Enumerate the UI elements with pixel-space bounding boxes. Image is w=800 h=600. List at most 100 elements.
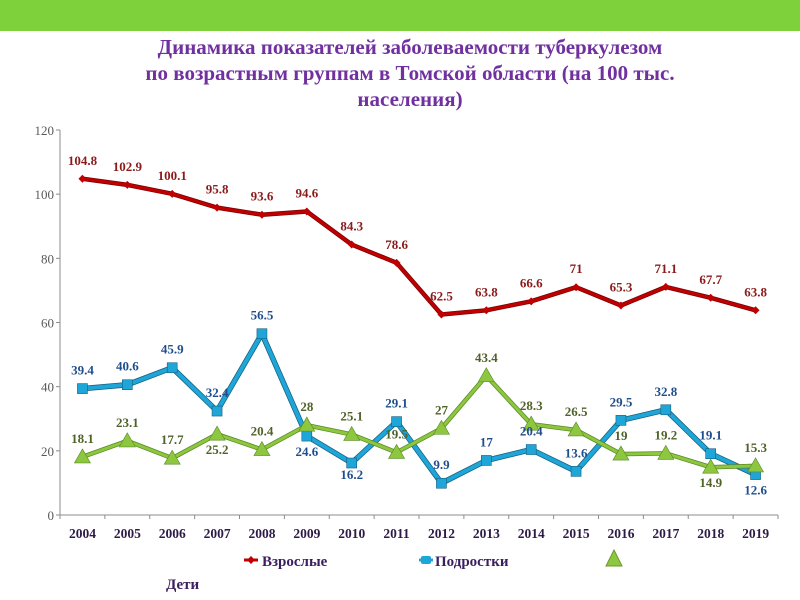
series-lines	[81, 176, 757, 486]
y-tick-label: 100	[35, 187, 55, 202]
data-label-adults: 102.9	[113, 159, 143, 174]
data-label-teens: 17	[480, 434, 494, 449]
data-point-children	[163, 449, 181, 465]
data-label-teens: 24.6	[295, 444, 318, 459]
data-label-adults: 95.8	[206, 182, 229, 197]
y-tick-label: 80	[41, 251, 54, 266]
data-point-children	[73, 448, 91, 464]
x-tick-label: 2008	[248, 526, 275, 541]
data-label-teens: 9.9	[433, 457, 450, 472]
data-label-children: 28	[300, 399, 314, 414]
data-point-children	[612, 445, 630, 461]
data-label-teens: 39.4	[71, 363, 94, 378]
data-label-teens: 20.4	[520, 424, 543, 439]
data-label-adults: 63.8	[475, 284, 498, 299]
data-label-children: 19	[614, 428, 628, 443]
data-point-teens	[301, 430, 313, 442]
y-tick-label: 20	[41, 444, 54, 459]
data-point-children	[477, 367, 495, 383]
data-point-adults	[257, 210, 266, 219]
data-label-children: 17.7	[161, 432, 184, 447]
x-tick-label: 2017	[652, 526, 679, 541]
data-point-adults	[123, 180, 132, 189]
title-line-1: Динамика показателей заболеваемости тубе…	[157, 35, 663, 59]
data-point-children	[747, 457, 765, 473]
title-line-3: населения)	[357, 87, 463, 111]
data-label-teens: 29.1	[385, 396, 408, 411]
data-point-adults	[661, 282, 670, 291]
data-label-children: 20.4	[251, 424, 274, 439]
x-tick-label: 2011	[383, 526, 410, 541]
legend-teens-label: Подростки	[435, 554, 509, 570]
data-point-teens	[481, 455, 492, 466]
series-line-children	[81, 374, 756, 469]
data-label-adults: 84.3	[340, 219, 363, 234]
data-point-teens	[391, 416, 402, 427]
data-label-adults: 71.1	[654, 261, 677, 276]
data-point-adults	[706, 293, 715, 302]
data-label-adults: 93.6	[251, 189, 274, 204]
data-label-teens: 45.9	[161, 342, 184, 357]
data-point-children	[343, 425, 361, 441]
data-point-teens	[166, 362, 178, 374]
x-tick-label: 2018	[697, 526, 724, 541]
legend: Взрослые Подростки Дети	[166, 548, 623, 593]
data-label-adults: 78.6	[385, 237, 408, 252]
legend-item-teens: Подростки	[419, 554, 509, 570]
data-label-children: 27	[435, 402, 449, 417]
data-label-adults: 62.5	[430, 288, 453, 303]
x-tick-label: 2004	[69, 526, 96, 541]
data-point-adults	[527, 297, 536, 306]
data-label-children: 25.2	[206, 442, 229, 457]
data-point-children	[253, 440, 271, 456]
data-label-children: 18.1	[71, 431, 94, 446]
data-label-children: 23.1	[116, 415, 139, 430]
data-label-teens: 13.6	[565, 445, 588, 460]
data-point-children	[118, 432, 136, 448]
data-point-children	[432, 419, 450, 435]
data-label-adults: 65.3	[610, 279, 633, 294]
data-label-teens: 16.2	[340, 467, 363, 482]
data-label-adults: 67.7	[699, 272, 722, 287]
data-label-adults: 104.8	[68, 153, 98, 168]
data-point-children	[522, 415, 540, 431]
x-tick-label: 2015	[563, 526, 590, 541]
x-tick-label: 2009	[293, 526, 320, 541]
data-point-teens	[660, 404, 672, 416]
data-point-adults	[616, 301, 625, 310]
y-tick-label: 40	[41, 380, 54, 395]
data-label-children: 14.9	[699, 475, 722, 490]
data-point-adults	[78, 174, 87, 183]
data-label-children: 19.5	[385, 426, 408, 441]
data-point-adults	[437, 310, 446, 319]
data-point-teens	[525, 444, 537, 455]
data-label-teens: 32.4	[206, 385, 229, 400]
data-point-adults	[572, 283, 581, 292]
series-line-outline-adults	[82, 176, 757, 317]
legend-triangle-icon	[605, 548, 623, 567]
data-point-teens	[77, 383, 88, 394]
data-label-children: 25.1	[340, 408, 363, 423]
x-tick-label: 2005	[114, 526, 141, 541]
data-point-children	[298, 416, 316, 432]
series-line-teens	[82, 331, 757, 486]
legend-children-label: Дети	[166, 577, 200, 593]
legend-square-icon	[421, 556, 431, 564]
legend-adults-label: Взрослые	[262, 554, 328, 570]
chart-title: Динамика показателей заболеваемости тубе…	[60, 34, 760, 112]
data-point-adults	[168, 189, 177, 198]
data-label-children: 26.5	[565, 404, 588, 419]
series-line-adults	[82, 177, 756, 316]
data-point-teens	[705, 448, 716, 460]
data-point-teens	[436, 477, 447, 489]
data-label-adults: 71	[570, 261, 583, 276]
x-tick-label: 2019	[742, 526, 769, 541]
data-point-children	[567, 421, 585, 437]
data-point-teens	[211, 405, 223, 417]
x-tick-label: 2016	[607, 526, 634, 541]
data-point-children	[388, 443, 406, 459]
data-label-teens: 56.5	[251, 308, 274, 323]
data-point-adults	[213, 203, 222, 212]
data-point-teens	[346, 457, 357, 469]
x-tick-label: 2007	[204, 526, 231, 541]
